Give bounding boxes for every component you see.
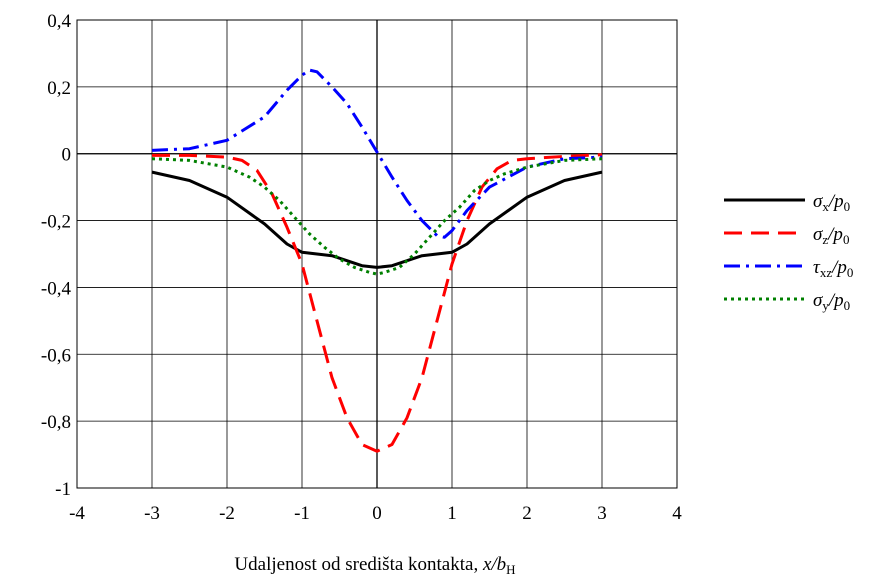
x-tick-labels: -4 -3 -2 -1 0 1 2 3 4 <box>69 503 682 524</box>
series-line-1 <box>152 153 603 453</box>
y-tick-label: -0,2 <box>41 212 71 233</box>
legend-label-3: σy/p0 <box>813 290 850 313</box>
y-tick-label: -0,4 <box>41 278 72 299</box>
x-axis-label: Udaljenost od središta kontakta, x/bH <box>234 554 515 576</box>
legend-label-2: τxz/p0 <box>813 257 853 280</box>
legend-label-1: σz/p0 <box>813 224 849 247</box>
y-tick-label: 0 <box>62 145 72 166</box>
x-tick-label: 1 <box>447 503 457 524</box>
x-tick-label: 3 <box>597 503 607 524</box>
series-line-2 <box>151 68 603 239</box>
plot-frame <box>76 19 678 489</box>
legend: σx/p0 σz/p0 τxz/p0 σy/p0 <box>724 191 853 313</box>
zero-axes <box>77 20 677 488</box>
x-tick-label: -2 <box>219 503 235 524</box>
series-line-0 <box>151 170 603 269</box>
y-tick-label: -1 <box>55 479 71 500</box>
x-tick-label: -1 <box>294 503 310 524</box>
y-tick-label: 0,4 <box>47 11 71 32</box>
y-tick-label: -0,6 <box>41 345 71 366</box>
y-tick-label: 0,2 <box>47 78 71 99</box>
x-tick-label: 4 <box>672 503 682 524</box>
series-layer <box>151 68 603 453</box>
y-tick-label: -0,8 <box>41 412 71 433</box>
legend-label-0: σx/p0 <box>813 191 850 214</box>
x-tick-label: -4 <box>69 503 85 524</box>
y-tick-labels: 0,4 0,2 0 -0,2 -0,4 -0,6 -0,8 -1 <box>41 11 72 500</box>
x-tick-label: 0 <box>372 503 382 524</box>
x-tick-label: 2 <box>522 503 532 524</box>
x-tick-label: -3 <box>144 503 160 524</box>
